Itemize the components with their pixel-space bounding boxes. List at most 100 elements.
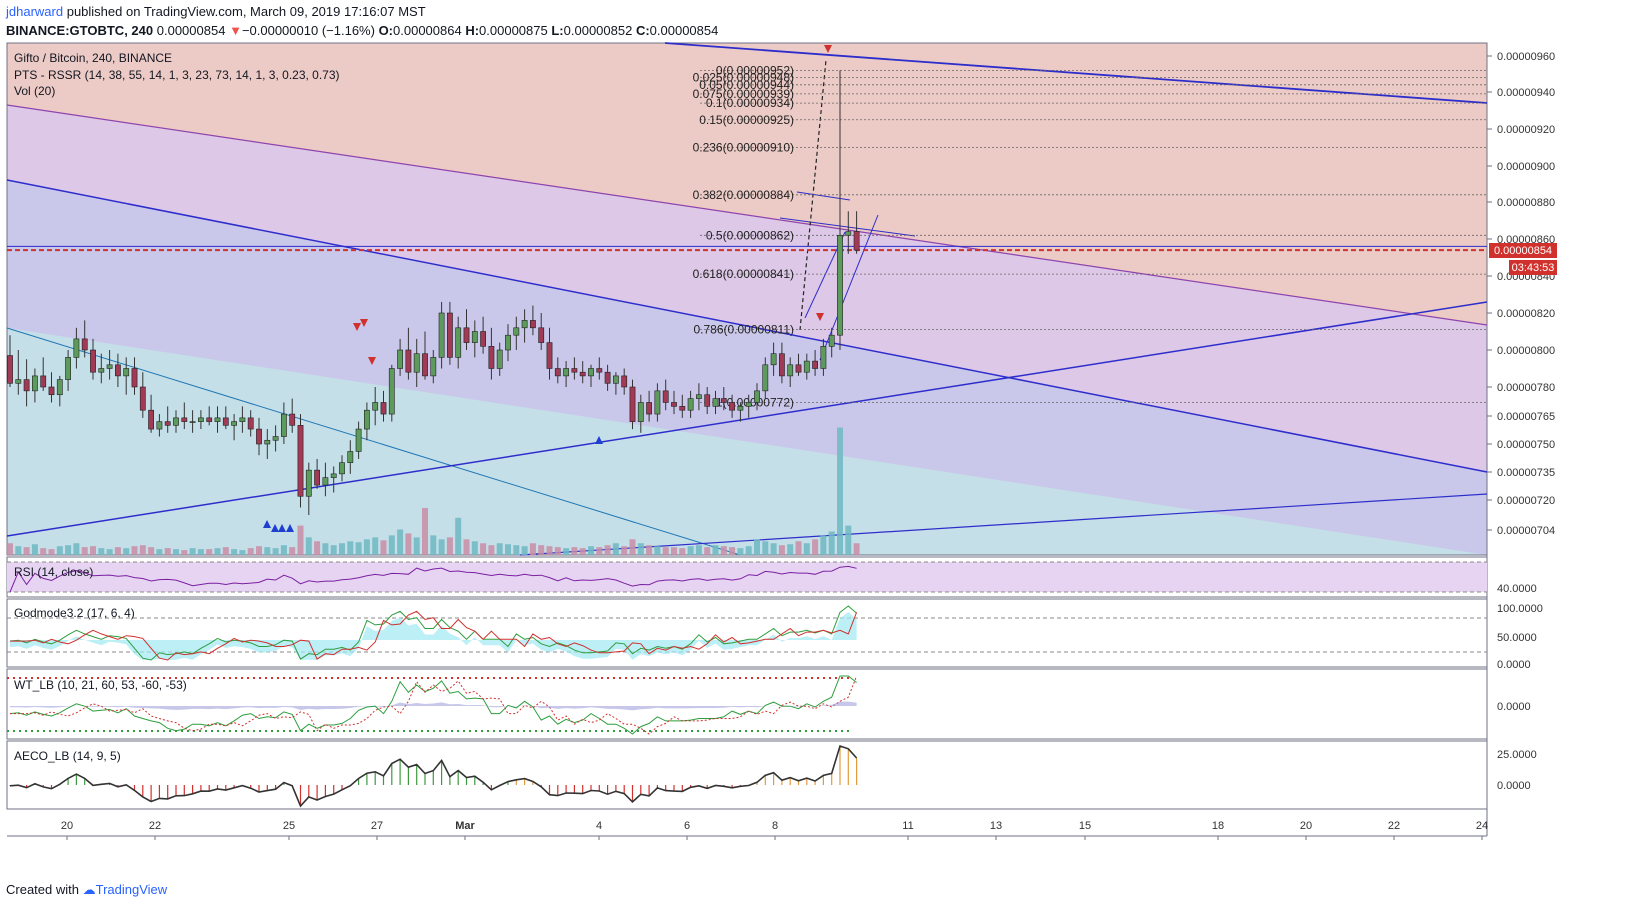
x-tick-label: 20 bbox=[61, 820, 73, 832]
candle-body bbox=[637, 402, 644, 422]
publish-info: jdharward published on TradingView.com, … bbox=[6, 4, 426, 19]
candle-body bbox=[521, 320, 528, 329]
volume-bar bbox=[837, 427, 843, 555]
candle-body bbox=[787, 364, 794, 377]
volume-bar bbox=[305, 537, 312, 555]
price-axis[interactable]: 0.00000960 0.00000940 0.00000920 0.00000900… bbox=[1487, 51, 1555, 792]
volume-bar bbox=[612, 543, 619, 555]
volume-bar bbox=[289, 547, 296, 555]
tradingview-brand[interactable]: TradingView bbox=[95, 882, 168, 897]
volume-bar bbox=[579, 548, 586, 555]
x-tick-label: 25 bbox=[283, 820, 295, 832]
y-tick-label: 0.00000780 bbox=[1497, 382, 1555, 394]
trendline-4 bbox=[519, 493, 1488, 556]
trendline-2 bbox=[6, 327, 741, 556]
candle-body bbox=[189, 421, 196, 423]
godmode-label[interactable]: Godmode3.2 (17, 6, 4) bbox=[14, 606, 135, 620]
x-tick-label: 8 bbox=[772, 820, 778, 832]
volume-bar bbox=[380, 540, 387, 555]
volume-bar bbox=[521, 546, 528, 555]
volume-bar bbox=[720, 546, 727, 555]
y-tick-label: 0.00000820 bbox=[1497, 308, 1555, 320]
low-value: 0.00000852 bbox=[563, 23, 633, 38]
volume-bar bbox=[778, 545, 785, 555]
volume-bar bbox=[231, 549, 238, 555]
volume-bar bbox=[488, 545, 495, 555]
candle-body bbox=[280, 413, 287, 437]
candle-body bbox=[646, 402, 652, 415]
aeco-label[interactable]: AECO_LB (14, 9, 5) bbox=[14, 749, 121, 763]
indicator-tick-label: 25.0000 bbox=[1497, 749, 1537, 761]
y-tick-label: 0.00000765 bbox=[1497, 411, 1555, 423]
candle-body bbox=[720, 398, 727, 403]
volume-bar bbox=[563, 548, 570, 555]
candle-body bbox=[588, 368, 594, 377]
candle-body bbox=[571, 368, 578, 373]
symbol-interval: BINANCE:GTOBTC, 240 bbox=[6, 23, 154, 38]
candle-body bbox=[754, 390, 760, 403]
author-link[interactable]: jdharward bbox=[6, 4, 64, 19]
volume-bar bbox=[538, 545, 545, 555]
volume-bar bbox=[256, 546, 262, 555]
sell-signal-icon bbox=[824, 45, 832, 53]
candle-body bbox=[156, 421, 163, 430]
x-tick-label: 18 bbox=[1212, 820, 1224, 832]
price-badge: 0.00000854 03:43:53 bbox=[1489, 243, 1557, 275]
rsi-label[interactable]: RSI (14, close) bbox=[14, 565, 94, 579]
candle-body bbox=[629, 386, 636, 422]
volume-bar bbox=[571, 547, 578, 555]
candle-body bbox=[222, 417, 229, 426]
volume-bar bbox=[280, 545, 287, 555]
volume-label[interactable]: Vol (20) bbox=[14, 84, 56, 98]
symbol-ohlc-line: BINANCE:GTOBTC, 240 0.00000854 ▼−0.00000… bbox=[6, 23, 719, 38]
volume-bar bbox=[81, 547, 88, 555]
y-tick-label: 0.00000960 bbox=[1497, 51, 1555, 63]
time-axis[interactable]: 20 22 25 27 Mar 4 6 8 11 13 15 18 20 22 24 bbox=[61, 820, 1488, 840]
fib-label-8: 0.5(0.00000862) bbox=[706, 228, 794, 242]
candle-body bbox=[40, 375, 47, 388]
volume-bar bbox=[314, 541, 321, 555]
candle-body bbox=[380, 402, 387, 415]
trendlines bbox=[6, 42, 1488, 556]
godmode-line-red bbox=[10, 610, 858, 661]
volume-bar bbox=[812, 539, 819, 555]
volume-bar bbox=[505, 544, 511, 555]
volume-bar bbox=[23, 547, 30, 555]
x-tick-label: 11 bbox=[902, 820, 913, 832]
fib-label-3: 0.075(0.00000939) bbox=[693, 87, 794, 101]
volume-bar bbox=[463, 539, 470, 555]
trendline-9 bbox=[796, 191, 851, 201]
wt-label[interactable]: WT_LB (10, 21, 60, 53, -60, -53) bbox=[14, 678, 187, 692]
candle-body bbox=[563, 368, 569, 377]
candle-body bbox=[372, 402, 379, 411]
candle-body bbox=[397, 349, 403, 369]
y-tick-label: 0.00000735 bbox=[1497, 467, 1555, 479]
indicator-tick-label: 0.0000 bbox=[1497, 780, 1531, 792]
volume-bar bbox=[637, 543, 644, 555]
indicator-tick-label: 50.0000 bbox=[1497, 632, 1537, 644]
chart-title[interactable]: Gifto / Bitcoin, 240, BINANCE bbox=[14, 51, 173, 65]
volume-bar bbox=[181, 550, 188, 555]
indicator-panes bbox=[7, 561, 1487, 808]
volume-bar bbox=[31, 544, 38, 555]
volume-bar bbox=[355, 542, 362, 555]
volume-bar bbox=[820, 535, 827, 555]
tradingview-logo-icon[interactable]: ☁ bbox=[82, 882, 96, 897]
volume-bar bbox=[40, 548, 47, 555]
volume-bar bbox=[339, 543, 345, 555]
candle-body bbox=[654, 390, 661, 415]
pts-indicator-label[interactable]: PTS - RSSR (14, 38, 55, 14, 1, 3, 23, 73… bbox=[14, 68, 340, 82]
fib-label-5: 0.15(0.00000925) bbox=[699, 113, 794, 127]
fib-label-2: 0.05(0.00000944) bbox=[699, 78, 794, 92]
price-badge-value: 0.00000854 bbox=[1494, 245, 1552, 257]
trendline-3 bbox=[6, 301, 1488, 537]
volume-bar bbox=[853, 543, 860, 555]
volume-bar bbox=[621, 546, 628, 555]
volume-bar bbox=[654, 546, 661, 555]
candle-body bbox=[505, 334, 511, 351]
candle-body bbox=[289, 413, 296, 426]
y-tick-label: 0.00000940 bbox=[1497, 87, 1555, 99]
candle-body bbox=[795, 364, 802, 373]
volume-bar bbox=[471, 541, 478, 555]
